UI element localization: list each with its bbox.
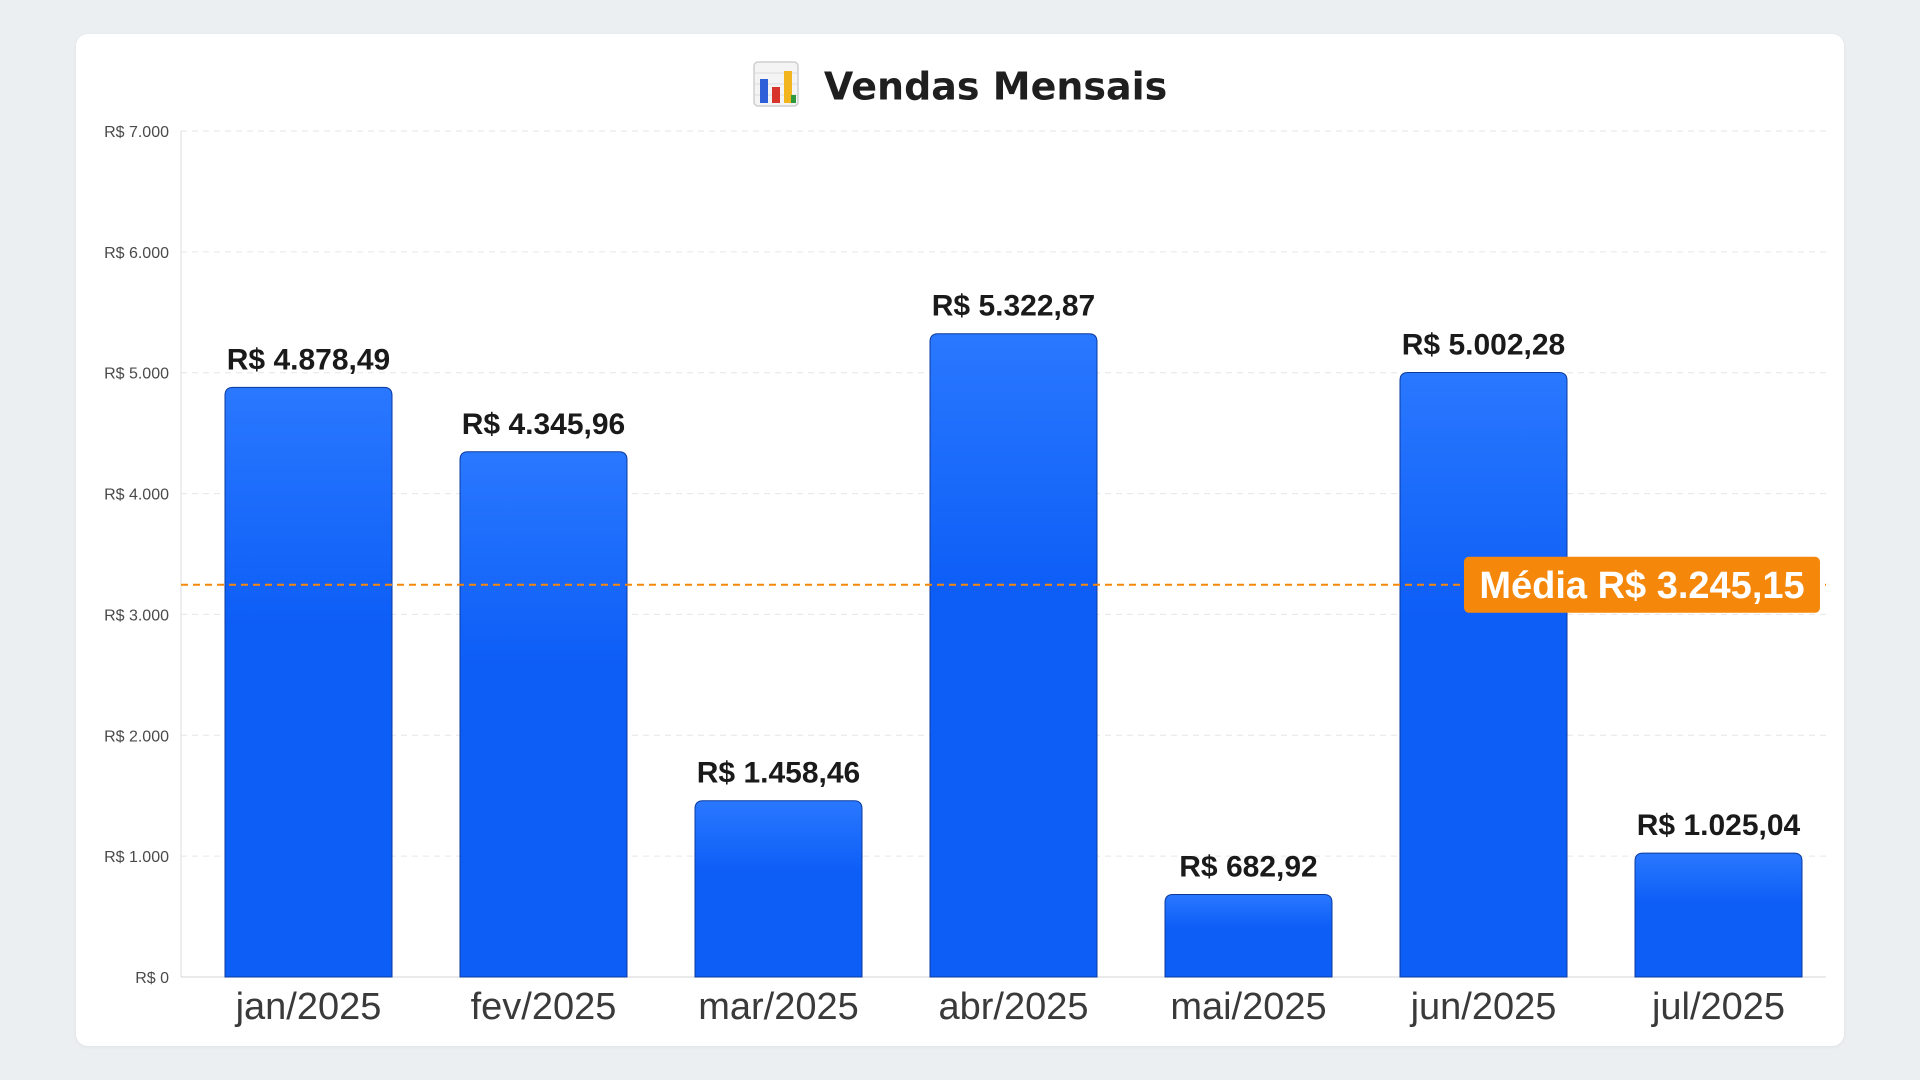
y-tick-label: R$ 2.000 — [104, 728, 169, 745]
bar — [1164, 893, 1333, 978]
bars — [224, 333, 1803, 978]
y-tick-label: R$ 0 — [135, 970, 169, 987]
x-axis: jan/2025 fev/2025 mar/2025 abr/2025 mai/2025… — [235, 986, 1785, 1028]
chart-title: Vendas Mensais — [823, 64, 1168, 109]
x-tick-label: fev/2025 — [471, 986, 617, 1028]
bar-chart-icon — [752, 60, 799, 107]
y-tick-label: R$ 6.000 — [104, 245, 169, 262]
y-tick-label: R$ 1.000 — [104, 849, 169, 866]
bar-chart: R$ 0 R$ 1.000 R$ 2.000 R$ 3.000 R$ 4.000 R$ 5… — [104, 124, 1826, 1028]
bar — [1634, 852, 1803, 978]
data-label: R$ 5.322,87 — [932, 290, 1095, 323]
bar — [1399, 371, 1568, 978]
y-axis: R$ 0 R$ 1.000 R$ 2.000 R$ 3.000 R$ 4.000 R$ 5… — [104, 124, 169, 987]
chart-title-row: Vendas Mensais — [76, 54, 1844, 117]
data-label: R$ 682,92 — [1179, 850, 1317, 883]
average-line-group: Média R$ 3.245,15 — [181, 556, 1826, 613]
chart-card: Vendas Mensais R$ 0 R$ 1.000 R$ 2.000 R$ 3.… — [76, 34, 1844, 1046]
x-tick-label: jun/2025 — [1410, 986, 1557, 1028]
bar — [929, 333, 1098, 978]
y-tick-label: R$ 3.000 — [104, 607, 169, 624]
x-tick-label: jul/2025 — [1651, 986, 1785, 1028]
average-badge — [1464, 556, 1820, 613]
x-tick-label: abr/2025 — [938, 986, 1088, 1028]
average-label: Média R$ 3.245,15 — [1479, 565, 1804, 607]
data-label: R$ 4.878,49 — [227, 343, 390, 376]
bar — [224, 386, 393, 978]
data-label: R$ 5.002,28 — [1402, 328, 1565, 361]
data-label: R$ 1.025,04 — [1637, 809, 1801, 842]
y-tick-label: R$ 7.000 — [104, 124, 169, 141]
data-labels: R$ 4.878,49 R$ 4.345,96 R$ 1.458,46 R$ 5.32… — [227, 290, 1801, 884]
y-tick-label: R$ 4.000 — [104, 487, 169, 504]
data-label: R$ 4.345,96 — [462, 408, 625, 441]
x-tick-label: jan/2025 — [235, 986, 382, 1028]
data-label: R$ 1.458,46 — [697, 757, 860, 790]
bar — [694, 800, 863, 978]
y-tick-label: R$ 5.000 — [104, 366, 169, 383]
bar — [459, 451, 628, 978]
x-tick-label: mai/2025 — [1170, 986, 1326, 1028]
x-tick-label: mar/2025 — [698, 986, 859, 1028]
